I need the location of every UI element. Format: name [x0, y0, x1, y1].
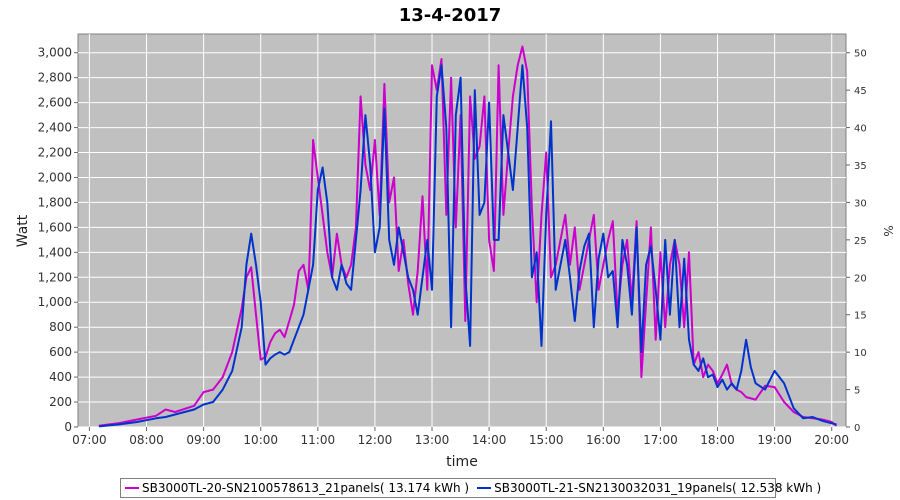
x-tick-label: 14:00 — [472, 433, 507, 447]
x-tick-label: 17:00 — [643, 433, 678, 447]
y-tick-label: 600 — [49, 345, 72, 359]
x-tick-label: 18:00 — [700, 433, 735, 447]
y-tick-label: 800 — [49, 320, 72, 334]
y2-axis-label: % — [881, 225, 895, 236]
legend-item-series-2: SB3000TL-21-SN2130032031_19panels( 12.53… — [477, 481, 821, 495]
y-axis-label: Watt — [15, 214, 31, 247]
chart-title: 13-4-2017 — [399, 5, 502, 26]
legend-swatch-series-1 — [125, 487, 139, 489]
y-tick-label: 2,600 — [38, 96, 72, 110]
y2-tick-label: 5 — [854, 386, 860, 397]
y-tick-label: 2,200 — [38, 146, 72, 160]
y2-tick-label: 20 — [854, 273, 867, 284]
y-tick-label: 1,600 — [38, 220, 72, 234]
y-tick-label: 2,400 — [38, 121, 72, 135]
legend: SB3000TL-20-SN2100578613_21panels( 13.17… — [120, 478, 821, 498]
y2-tick-label: 10 — [854, 348, 867, 359]
y-tick-label: 1,800 — [38, 195, 72, 209]
axis-ticks: 02004006008001,0001,2001,4001,6001,8002,… — [38, 46, 867, 447]
plot-area — [77, 33, 847, 428]
x-tick-label: 20:00 — [814, 433, 849, 447]
legend-label-series-2: SB3000TL-21-SN2130032031_19panels( 12.53… — [494, 481, 822, 495]
x-tick-label: 10:00 — [243, 433, 278, 447]
y2-tick-label: 15 — [854, 311, 867, 322]
x-tick-label: 11:00 — [301, 433, 336, 447]
y2-tick-label: 45 — [854, 86, 867, 97]
y-tick-label: 1,000 — [38, 295, 72, 309]
legend-swatch-series-2 — [477, 487, 492, 489]
x-tick-label: 15:00 — [529, 433, 564, 447]
y2-tick-label: 25 — [854, 236, 867, 247]
y-tick-label: 1,200 — [38, 270, 72, 284]
y2-tick-label: 30 — [854, 198, 867, 209]
y2-tick-label: 35 — [854, 161, 867, 172]
x-tick-label: 09:00 — [186, 433, 221, 447]
x-tick-label: 16:00 — [586, 433, 621, 447]
x-tick-label: 19:00 — [757, 433, 792, 447]
y-tick-label: 200 — [49, 395, 72, 409]
y-tick-label: 0 — [64, 420, 72, 434]
y2-tick-label: 0 — [854, 423, 860, 434]
y-tick-label: 2,000 — [38, 170, 72, 184]
x-axis-label: time — [446, 454, 478, 470]
y-tick-label: 400 — [49, 370, 72, 384]
y-tick-label: 3,000 — [38, 46, 72, 60]
x-tick-label: 08:00 — [129, 433, 164, 447]
series-lines — [98, 45, 838, 428]
legend-item-series-1: SB3000TL-20-SN2100578613_21panels( 13.17… — [125, 481, 469, 495]
y-tick-label: 2,800 — [38, 71, 72, 85]
x-tick-label: 12:00 — [358, 433, 393, 447]
legend-label-series-1: SB3000TL-20-SN2100578613_21panels( 13.17… — [142, 481, 470, 495]
x-tick-label: 07:00 — [72, 433, 107, 447]
x-tick-label: 13:00 — [415, 433, 450, 447]
y2-tick-label: 50 — [854, 49, 867, 60]
series-line-2 — [98, 64, 837, 428]
y-tick-label: 1,400 — [38, 245, 72, 259]
series-line-1 — [98, 45, 838, 427]
y2-tick-label: 40 — [854, 124, 867, 135]
